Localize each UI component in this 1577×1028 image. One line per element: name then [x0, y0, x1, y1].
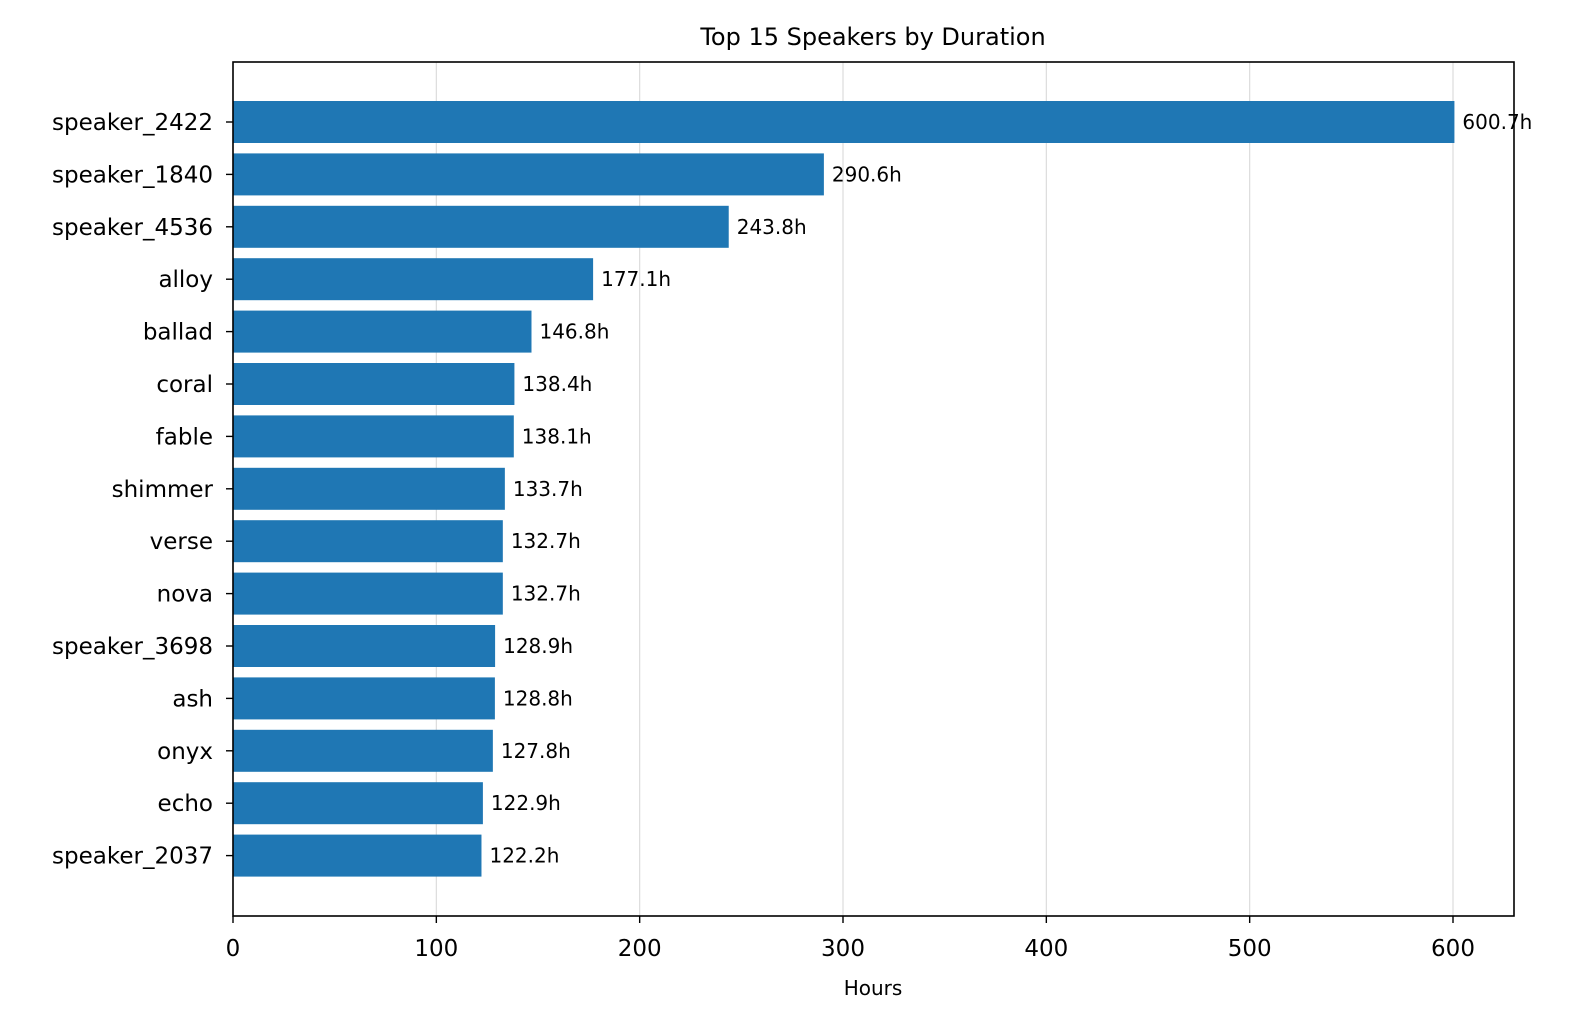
bar-value-label: 138.4h [522, 372, 592, 396]
bar [233, 415, 514, 458]
y-tick-label: shimmer [112, 477, 214, 503]
bar-value-label: 600.7h [1462, 110, 1532, 134]
bar [233, 677, 495, 720]
bar-value-label: 122.2h [489, 844, 559, 868]
bar [233, 258, 594, 301]
bar-value-label: 177.1h [601, 267, 671, 291]
bar-value-label: 127.8h [501, 739, 571, 763]
x-tick-label: 0 [226, 936, 241, 962]
bar-value-label: 128.8h [503, 686, 573, 710]
bar-value-label: 290.6h [832, 162, 902, 186]
bar [233, 363, 515, 405]
gridlines [232, 62, 1454, 916]
bar [233, 834, 482, 877]
y-tick-label: onyx [157, 739, 213, 765]
y-tick-label: nova [157, 582, 213, 608]
bar-value-label: 243.8h [737, 215, 807, 239]
bar-value-label: 132.7h [511, 529, 581, 553]
bars [233, 101, 1455, 877]
bar-value-label: 133.7h [513, 477, 583, 501]
bar [233, 153, 824, 196]
y-tick-label: speaker_2422 [52, 110, 213, 136]
x-axis-label: Hours [844, 976, 903, 1000]
y-tick-label: ballad [143, 320, 213, 346]
bar-value-label: 128.9h [503, 634, 573, 658]
x-tick-label: 200 [618, 936, 662, 962]
x-tick-label: 600 [1431, 936, 1475, 962]
y-tick-label: speaker_2037 [52, 844, 213, 870]
bar [233, 782, 483, 825]
bar [233, 467, 505, 510]
y-tick-label: echo [158, 791, 213, 817]
y-tick-label: coral [156, 372, 213, 398]
bar-value-label: 146.8h [539, 320, 609, 344]
bar [233, 520, 503, 563]
y-tick-label: speaker_4536 [52, 215, 213, 241]
x-tick-label: 500 [1228, 936, 1272, 962]
value-labels: 600.7h 290.6h 243.8h 177.1h 146.8h 138.4h 138.… [489, 110, 1532, 868]
bar [233, 101, 1455, 143]
x-tick-label: 100 [414, 936, 458, 962]
x-tick-label: 400 [1024, 936, 1068, 962]
y-axis: speaker_2422 speaker_1840 speaker_4536allo… [52, 110, 233, 870]
x-axis: 0 100 200 300 400 500 600 [226, 916, 1475, 962]
bar [233, 572, 503, 615]
bar [233, 205, 729, 248]
y-tick-label: verse [150, 529, 213, 555]
y-tick-label: alloy [158, 267, 213, 293]
y-tick-label: ash [172, 686, 213, 712]
bar-value-label: 122.9h [491, 791, 561, 815]
y-tick-label: speaker_1840 [52, 162, 213, 188]
bar-value-label: 138.1h [522, 424, 592, 448]
x-tick-label: 300 [821, 936, 865, 962]
bar [233, 310, 532, 353]
chart-title: Top 15 Speakers by Duration [699, 23, 1045, 51]
y-tick-label: fable [156, 424, 213, 450]
bar [233, 625, 496, 667]
bar-value-label: 132.7h [511, 582, 581, 606]
y-tick-label: speaker_3698 [52, 634, 213, 660]
bar [233, 729, 493, 772]
